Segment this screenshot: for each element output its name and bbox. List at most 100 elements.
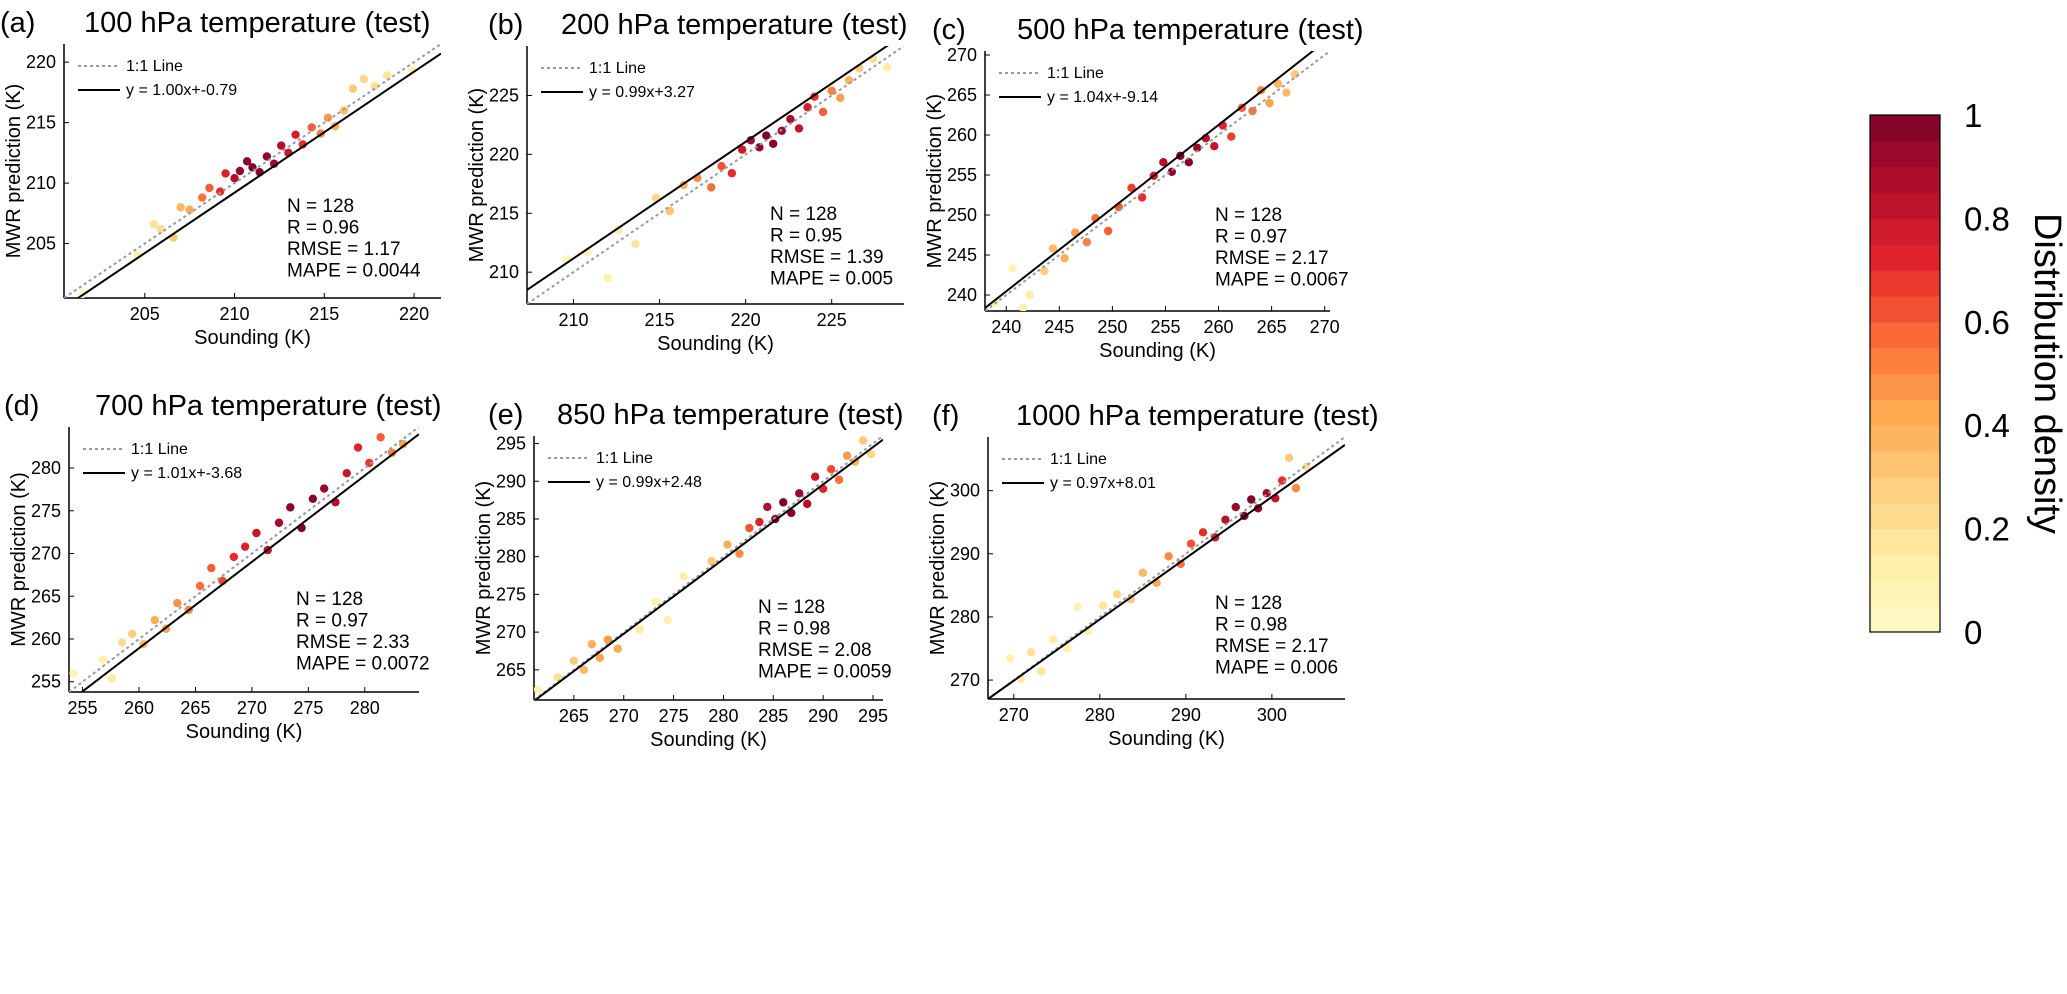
colorbar-step: [1870, 347, 1940, 375]
data-point: [679, 572, 688, 581]
one-to-one-line: [988, 437, 1345, 699]
plot-area: [69, 427, 419, 692]
y-tick-label: 255: [31, 672, 61, 692]
data-point: [553, 673, 563, 682]
panel-title: 1000 hPa temperature (test): [1016, 400, 1379, 432]
data-point: [1159, 158, 1168, 167]
stat-text: R = 0.95: [770, 226, 842, 247]
x-tick-label: 220: [399, 304, 429, 324]
y-tick-label: 215: [26, 113, 56, 133]
data-point: [149, 220, 158, 229]
colorbar-step: [1870, 321, 1940, 349]
stat-text: N = 128: [770, 204, 837, 225]
data-point: [1006, 654, 1015, 663]
y-tick-label: 270: [496, 622, 526, 642]
data-point: [737, 145, 747, 154]
y-tick-label: 205: [26, 234, 56, 254]
stat-text: MAPE = 0.0067: [1215, 270, 1349, 291]
colorbar-step: [1870, 399, 1940, 426]
legend: 1:1 Line y = 0.99x+2.48: [548, 450, 702, 491]
x-tick-label: 270: [999, 705, 1029, 725]
fit-line: [985, 51, 1315, 309]
data-point: [235, 166, 245, 176]
y-tick-label: 210: [26, 173, 56, 193]
data-point: [398, 439, 408, 449]
data-point: [534, 685, 543, 694]
x-tick-label: 280: [708, 706, 738, 726]
colorbar-step: [1870, 451, 1940, 478]
data-point: [274, 518, 284, 527]
stat-text: R = 0.97: [1215, 227, 1287, 248]
legend: 1:1 Line y = 1.00x+-0.79: [78, 58, 237, 99]
panel-label: (c): [932, 14, 966, 46]
data-point: [706, 183, 716, 192]
data-point: [651, 597, 660, 607]
data-point: [286, 503, 295, 512]
data-point: [810, 472, 820, 481]
panel-label: (b): [488, 9, 523, 41]
y-tick-label: 295: [496, 434, 526, 454]
stat-text: R = 0.98: [1215, 615, 1287, 636]
data-point: [595, 653, 605, 662]
data-point: [117, 638, 127, 647]
y-axis-label: MWR prediction (K): [924, 94, 946, 268]
fit-line: [527, 46, 889, 291]
data-point: [242, 157, 252, 166]
data-point: [205, 183, 214, 193]
x-tick-label: 280: [350, 698, 380, 718]
data-point: [1164, 552, 1173, 561]
data-point: [836, 93, 845, 103]
data-point: [1284, 453, 1294, 463]
data-point: [1099, 601, 1108, 610]
colorbar-step: [1870, 502, 1940, 530]
data-point: [1037, 667, 1046, 676]
colorbar-tick-label: 0.8: [1964, 200, 2010, 237]
data-point: [1265, 98, 1274, 108]
colorbar-step: [1870, 244, 1940, 271]
data-point: [579, 665, 589, 675]
plot-area: [988, 437, 1345, 699]
legend-label-one-to-one: 1:1 Line: [126, 58, 183, 75]
fit-line: [80, 433, 419, 692]
data-point: [727, 169, 737, 178]
data-point: [1082, 238, 1092, 247]
y-axis-label: MWR prediction (K): [3, 84, 25, 258]
colorbar-step: [1870, 270, 1940, 297]
x-tick-label: 285: [758, 706, 788, 726]
colorbar-step: [1870, 476, 1940, 504]
data-point: [342, 468, 351, 478]
data-point: [635, 624, 644, 634]
data-point: [1103, 226, 1113, 236]
x-tick-label: 215: [645, 310, 675, 330]
y-tick-label: 215: [489, 203, 519, 223]
stat-text: RMSE = 2.08: [758, 640, 872, 661]
x-tick-label: 245: [1044, 317, 1074, 337]
data-point: [339, 106, 349, 115]
fit-line: [534, 438, 883, 700]
data-point: [240, 542, 250, 551]
data-point: [1049, 635, 1058, 644]
panel-b: (b) 200 hPa temperature (test) 210 215 220 22…: [466, 9, 908, 355]
x-tick-label: 290: [1171, 705, 1201, 725]
y-tick-label: 220: [26, 52, 56, 72]
x-tick-label: 275: [293, 698, 323, 718]
x-tick-label: 225: [817, 310, 847, 330]
data-point: [1186, 539, 1196, 548]
y-tick-label: 245: [947, 245, 977, 265]
data-point: [663, 615, 672, 625]
data-point: [779, 498, 788, 507]
panel-title: 100 hPa temperature (test): [84, 7, 431, 39]
data-point: [858, 436, 868, 445]
colorbar-frame: [1869, 114, 1941, 633]
x-tick-label: 265: [1257, 317, 1287, 337]
x-axis-label: Sounding (K): [186, 721, 303, 743]
data-point: [755, 517, 764, 527]
data-point: [745, 523, 754, 533]
data-point: [842, 451, 852, 460]
data-point: [1073, 602, 1082, 612]
y-tick-label: 220: [489, 144, 519, 164]
data-point: [376, 433, 385, 442]
data-point: [818, 107, 828, 117]
colorbar-tick-label: 1: [1964, 97, 1982, 134]
data-point: [133, 251, 142, 260]
